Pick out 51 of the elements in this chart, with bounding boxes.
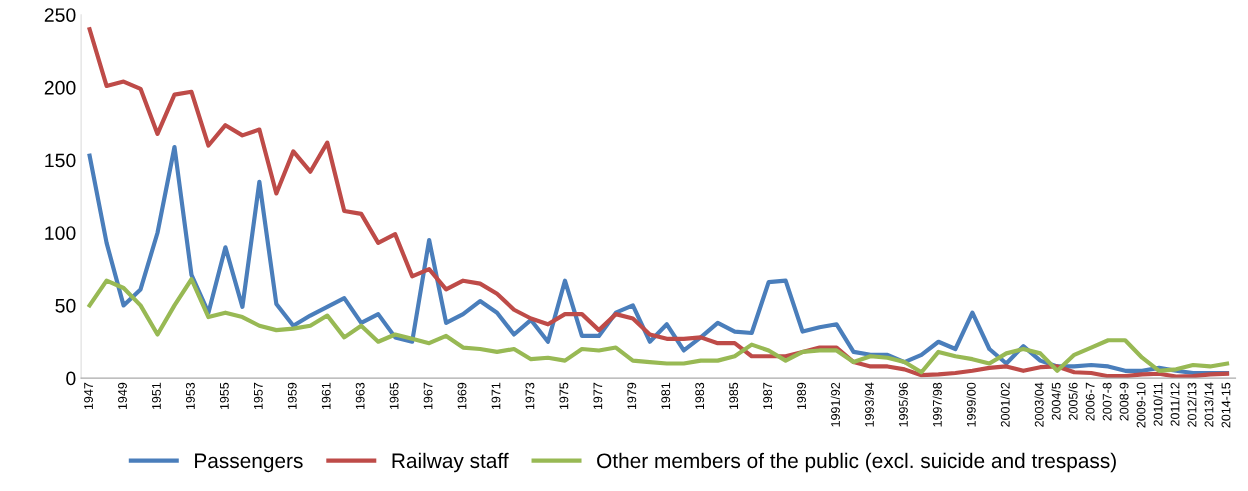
x-tick-label: 1987 (763, 382, 773, 410)
x-tick-label: 1949 (118, 382, 127, 410)
legend-label: Passengers (195, 453, 303, 473)
y-tick-label: 0 (66, 371, 76, 386)
x-tick-label: 1985 (729, 382, 739, 410)
legend-label: Railway staff (392, 452, 509, 473)
y-tick-label: 150 (45, 153, 76, 168)
y-tick-label: 100 (45, 226, 76, 240)
y-tick-label: 200 (44, 80, 76, 95)
x-tick-label: 1989 (797, 382, 806, 410)
x-tick-label: 2012/13 (1187, 382, 1197, 427)
y-tick-label: 250 (44, 8, 76, 22)
x-tick-label: 2009-10 (1136, 382, 1146, 428)
x-tick-label: 1975 (559, 382, 569, 410)
x-tick-label: 1963 (355, 382, 365, 410)
x-tick-label: 1977 (593, 382, 603, 410)
x-tick-label: 1999/00 (966, 382, 976, 427)
x-tick-label: 1991/92 (830, 382, 840, 427)
line-series (87, 27, 1230, 379)
x-tick-label: 2011/12 (1170, 382, 1180, 426)
x-tick-label: 1947 (84, 382, 93, 410)
x-tick-label: 1971 (491, 382, 501, 410)
x-tick-label: 1983 (695, 382, 705, 410)
x-tick-label: 1993/94 (864, 382, 874, 427)
x-tick-label: 2004/5 (1051, 382, 1061, 420)
x-tick-label: 1961 (321, 382, 331, 410)
legend-label: Other members of the public (excl. suicide and trespass) (597, 452, 1116, 473)
x-tick-label: 1995/96 (898, 382, 908, 427)
x-tick-label: 2014-15 (1221, 382, 1231, 428)
x-tick-label: 1955 (219, 382, 229, 410)
x-tick-label: 2007-8 (1102, 382, 1112, 421)
x-tick-label: 1979 (627, 382, 637, 410)
x-tick-label: 2006-7 (1085, 382, 1095, 421)
x-tick-label: 2005/6 (1068, 382, 1078, 420)
x-tick-label: 2008-9 (1119, 382, 1129, 421)
x-tick-label: 1981 (661, 382, 671, 410)
x-tick-label: 1959 (287, 382, 297, 410)
x-tick-label: 1951 (152, 382, 161, 410)
x-tick-label: 1973 (525, 382, 535, 410)
y-tick-label: 50 (55, 298, 76, 313)
x-tick-label: 1953 (185, 382, 195, 410)
x-tick-label: 2013/14 (1204, 382, 1214, 427)
x-tick-label: 1957 (253, 382, 263, 410)
x-tick-label: 1965 (389, 382, 399, 410)
line-series (87, 277, 1230, 375)
x-tick-label: 2010/11 (1153, 382, 1163, 426)
x-tick-label: 1969 (457, 382, 467, 410)
x-tick-label: 1997/98 (932, 382, 942, 427)
x-tick-label: 1967 (423, 382, 433, 410)
x-tick-label: 2001/02 (1000, 382, 1010, 427)
x-tick-label: 2003/04 (1034, 382, 1044, 427)
